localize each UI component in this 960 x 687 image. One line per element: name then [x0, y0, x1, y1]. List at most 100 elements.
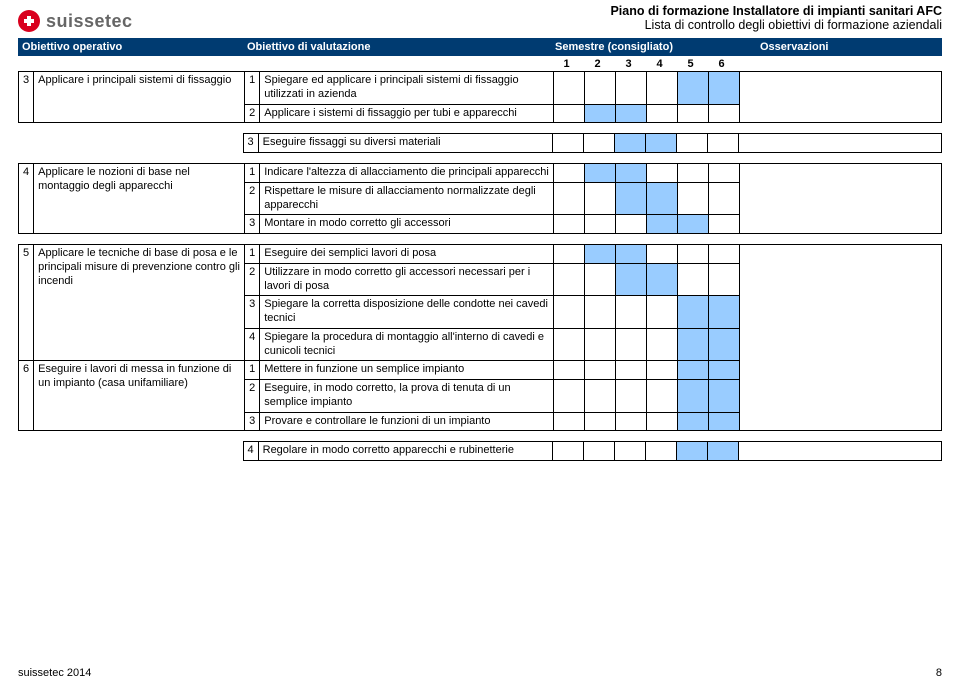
- val-index: 2: [245, 104, 260, 123]
- sem-cell: [678, 263, 709, 296]
- sem-cell: [585, 296, 616, 329]
- sem-cell: [707, 442, 738, 461]
- sem-cell: [554, 296, 585, 329]
- val-text: Indicare l'altezza di allacciamento die …: [260, 164, 554, 183]
- sem-cell: [616, 72, 647, 105]
- sem-cell: [709, 164, 740, 183]
- doc-title-2: Lista di controllo degli obiettivi di fo…: [18, 18, 942, 32]
- doc-title-1: Piano di formazione Installatore di impi…: [18, 4, 942, 18]
- val-text: Spiegare la procedura di montaggio all'i…: [260, 328, 554, 361]
- sem-cell: [616, 263, 647, 296]
- val-text: Applicare i sistemi di fissaggio per tub…: [260, 104, 554, 123]
- sem-cell: [645, 134, 676, 153]
- table-row-4: 4 Applicare le nozioni di base nel monta…: [18, 163, 942, 234]
- sem-cell: [554, 380, 585, 413]
- sem-cell: [616, 380, 647, 413]
- sem-cell: [647, 412, 678, 431]
- sem-cell: [647, 245, 678, 264]
- sem-cell: [678, 380, 709, 413]
- op-index: 6: [19, 361, 34, 431]
- sem-num: 4: [644, 58, 675, 70]
- sem-cell: [585, 361, 616, 380]
- spacer: [18, 442, 32, 461]
- sem-cell: [709, 215, 740, 234]
- sem-cell: [647, 296, 678, 329]
- spacer: [32, 442, 243, 461]
- sem-cell: [647, 328, 678, 361]
- sem-num: 6: [706, 58, 737, 70]
- val-index: 3: [245, 412, 260, 431]
- sem-cell: [614, 442, 645, 461]
- col-header-operativo: Obiettivo operativo: [22, 41, 247, 53]
- val-text: Regolare in modo corretto apparecchi e r…: [258, 442, 552, 461]
- oss-cell: [740, 245, 942, 431]
- sem-cell: [676, 442, 707, 461]
- footer-left: suissetec 2014: [18, 667, 91, 679]
- sem-cell: [614, 134, 645, 153]
- logo-text: suissetec: [46, 11, 133, 32]
- sem-cell: [709, 361, 740, 380]
- sem-cell: [676, 134, 707, 153]
- sem-cell: [583, 134, 614, 153]
- column-header-band: Obiettivo operativo Obiettivo di valutaz…: [18, 38, 942, 56]
- sem-cell: [616, 215, 647, 234]
- sem-cell: [707, 134, 738, 153]
- sem-cell: [678, 412, 709, 431]
- sem-cell: [678, 164, 709, 183]
- sem-cell: [616, 412, 647, 431]
- sem-cell: [678, 72, 709, 105]
- val-text: Eseguire, in modo corretto, la prova di …: [260, 380, 554, 413]
- op-text: Eseguire i lavori di messa in funzione d…: [34, 361, 245, 431]
- val-index: 2: [245, 263, 260, 296]
- sem-cell: [678, 328, 709, 361]
- val-text: Montare in modo corretto gli accessori: [260, 215, 554, 234]
- sem-cell: [616, 245, 647, 264]
- sem-cell: [554, 412, 585, 431]
- val-index: 1: [245, 361, 260, 380]
- sem-cell: [709, 263, 740, 296]
- sem-cell: [554, 182, 585, 215]
- op-index: 3: [19, 72, 34, 123]
- sem-cell: [647, 263, 678, 296]
- op-text: Applicare i principali sistemi di fissag…: [34, 72, 245, 123]
- oss-cell: [738, 442, 941, 461]
- sem-cell: [585, 215, 616, 234]
- spacer: [32, 134, 243, 153]
- op-index: 5: [19, 245, 34, 361]
- sem-cell: [647, 380, 678, 413]
- sem-cell: [709, 328, 740, 361]
- sem-cell: [585, 104, 616, 123]
- sem-cell: [616, 104, 647, 123]
- sem-cell: [678, 182, 709, 215]
- sem-cell: [645, 442, 676, 461]
- sem-cell: [709, 380, 740, 413]
- val-text: Mettere in funzione un semplice impianto: [260, 361, 554, 380]
- op-text: Applicare le tecniche di base di posa e …: [34, 245, 245, 361]
- doc-titles: Piano di formazione Installatore di impi…: [18, 4, 942, 32]
- val-index: 1: [245, 164, 260, 183]
- sem-num: 5: [675, 58, 706, 70]
- sem-cell: [554, 361, 585, 380]
- sem-cell: [678, 215, 709, 234]
- oss-cell: [738, 134, 941, 153]
- sem-cell: [585, 72, 616, 105]
- sem-cell: [585, 164, 616, 183]
- sem-cell: [709, 182, 740, 215]
- sem-cell: [583, 442, 614, 461]
- sem-cell: [554, 164, 585, 183]
- val-text: Spiegare ed applicare i principali siste…: [260, 72, 554, 105]
- col-header-valutazione: Obiettivo di valutazione: [247, 41, 555, 53]
- col-header-osservazioni: Osservazioni: [760, 41, 938, 53]
- val-index: 2: [245, 380, 260, 413]
- sem-cell: [585, 245, 616, 264]
- sem-num: 1: [551, 58, 582, 70]
- spacer: [18, 134, 32, 153]
- sem-cell: [647, 215, 678, 234]
- sem-cell: [616, 361, 647, 380]
- sem-cell: [616, 182, 647, 215]
- sem-cell: [709, 104, 740, 123]
- sem-cell: [585, 182, 616, 215]
- sem-cell: [709, 412, 740, 431]
- sem-cell: [616, 296, 647, 329]
- sem-cell: [554, 215, 585, 234]
